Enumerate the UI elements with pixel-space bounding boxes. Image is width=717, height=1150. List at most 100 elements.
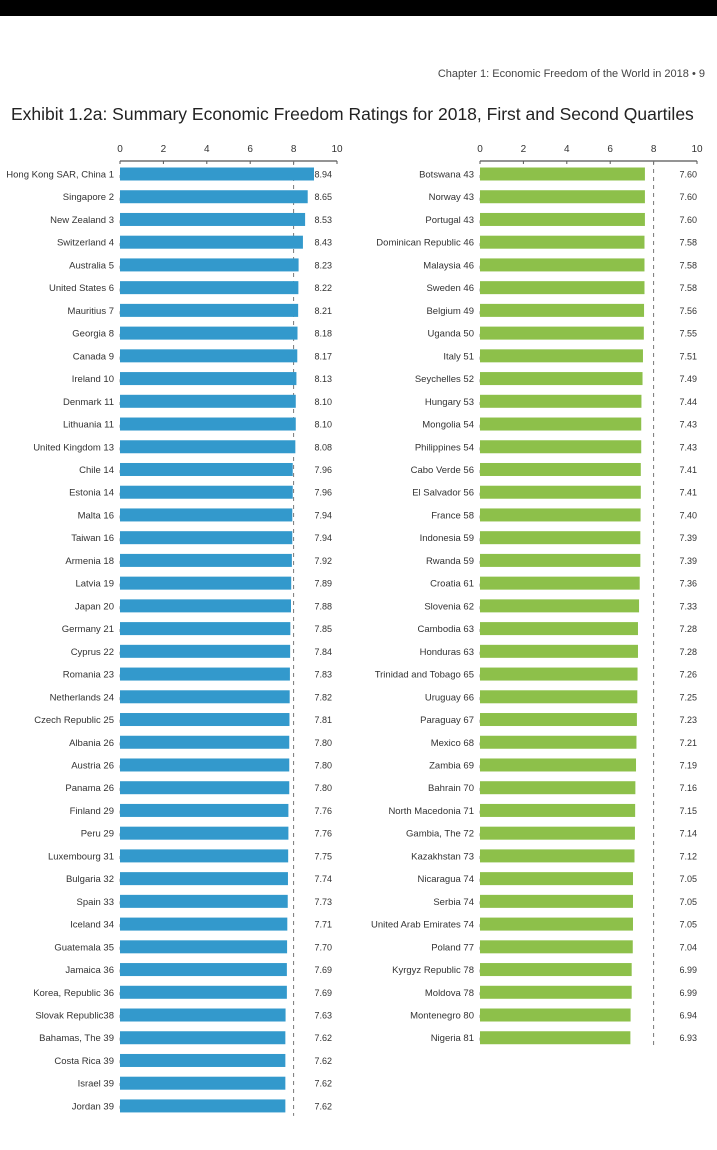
data-label: 7.62	[314, 1056, 332, 1066]
bar	[120, 531, 293, 545]
bar	[120, 281, 299, 295]
bar	[480, 894, 633, 908]
bar	[120, 849, 289, 863]
bar	[120, 1076, 286, 1090]
category-label: Portugal 43	[425, 215, 474, 226]
data-label: 7.71	[314, 920, 332, 930]
category-label: Nicaragua 74	[417, 874, 474, 885]
x-tick-label: 2	[521, 144, 527, 155]
bar	[120, 622, 291, 636]
data-label: 7.70	[314, 942, 332, 952]
category-label: Georgia 8	[72, 329, 114, 340]
data-label: 7.82	[314, 692, 332, 702]
data-label: 7.36	[679, 579, 697, 589]
bar	[480, 940, 633, 954]
data-label: 7.51	[679, 351, 697, 361]
category-label: Poland 77	[431, 942, 474, 953]
data-label: 7.25	[679, 692, 697, 702]
x-tick-label: 10	[331, 144, 343, 155]
category-label: Romania 23	[63, 670, 114, 681]
bar	[120, 372, 297, 386]
data-label: 7.58	[679, 238, 697, 248]
data-label: 8.21	[314, 306, 332, 316]
bar	[120, 1053, 286, 1067]
data-label: 7.39	[679, 556, 697, 566]
bar	[480, 212, 645, 226]
bar	[480, 372, 643, 386]
data-label: 7.15	[679, 806, 697, 816]
bar	[480, 235, 645, 249]
data-label: 7.62	[314, 1079, 332, 1089]
category-label: Belgium 49	[426, 306, 474, 317]
bar	[120, 917, 288, 931]
bar	[480, 849, 635, 863]
category-label: Hungary 53	[425, 397, 474, 408]
bar	[480, 803, 636, 817]
data-label: 7.96	[314, 465, 332, 475]
data-label: 7.43	[679, 420, 697, 430]
data-label: 7.28	[679, 624, 697, 634]
data-label: 7.74	[314, 874, 332, 884]
data-label: 8.17	[314, 351, 332, 361]
x-tick-label: 2	[161, 144, 167, 155]
data-label: 7.62	[314, 1101, 332, 1111]
data-label: 7.49	[679, 374, 697, 384]
bar	[480, 713, 637, 727]
category-label: Singapore 2	[63, 192, 114, 203]
bar	[480, 440, 642, 454]
category-label: El Salvador 56	[412, 488, 474, 499]
bar	[480, 758, 637, 772]
bar	[480, 985, 632, 999]
category-label: Zambia 69	[429, 760, 474, 771]
data-label: 7.58	[679, 283, 697, 293]
bar	[120, 576, 292, 590]
data-label: 7.58	[679, 260, 697, 270]
data-label: 7.69	[314, 988, 332, 998]
data-label: 7.55	[679, 329, 697, 339]
bar	[120, 394, 296, 408]
bar	[480, 576, 640, 590]
data-label: 7.40	[679, 510, 697, 520]
bar	[120, 508, 293, 522]
category-label: France 58	[431, 510, 474, 521]
category-label: Germany 21	[62, 624, 114, 635]
bar	[480, 644, 638, 658]
data-label: 7.81	[314, 715, 332, 725]
bar	[480, 417, 642, 431]
category-label: Luxembourg 31	[48, 851, 114, 862]
bar	[120, 644, 291, 658]
x-tick-label: 0	[477, 144, 483, 155]
data-label: 7.76	[314, 829, 332, 839]
bar	[120, 553, 292, 567]
data-label: 8.10	[314, 397, 332, 407]
bar	[120, 349, 298, 363]
bar	[480, 281, 645, 295]
bar	[120, 758, 290, 772]
bar	[480, 599, 640, 613]
category-label: Serbia 74	[433, 897, 474, 908]
data-label: 7.96	[314, 488, 332, 498]
category-label: Albania 26	[69, 738, 114, 749]
category-label: New Zealand 3	[50, 215, 114, 226]
data-label: 7.33	[679, 601, 697, 611]
data-label: 7.23	[679, 715, 697, 725]
category-label: Canada 9	[73, 351, 114, 362]
bar	[120, 235, 303, 249]
data-label: 7.14	[679, 829, 697, 839]
data-label: 7.80	[314, 783, 332, 793]
bar	[120, 485, 293, 499]
category-label: Mauritius 7	[68, 306, 114, 317]
data-label: 7.39	[679, 533, 697, 543]
category-label: Rwanda 59	[426, 556, 474, 567]
category-label: Botswana 43	[419, 170, 474, 181]
bar	[480, 326, 644, 340]
bar	[120, 963, 287, 977]
category-label: Jordan 39	[72, 1101, 114, 1112]
data-label: 6.99	[679, 988, 697, 998]
data-label: 6.93	[679, 1033, 697, 1043]
x-tick-label: 8	[291, 144, 297, 155]
bar	[480, 963, 632, 977]
data-label: 7.63	[314, 1011, 332, 1021]
data-label: 7.04	[679, 942, 697, 952]
